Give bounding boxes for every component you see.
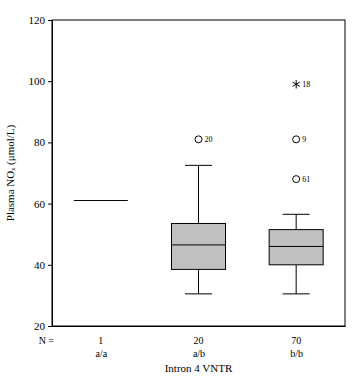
y-tick: 40 <box>34 259 52 271</box>
box-group <box>172 136 226 294</box>
y-tick-mark <box>48 81 52 82</box>
median <box>269 246 323 247</box>
x-axis: a/a a/b b/b <box>53 326 346 359</box>
whisker <box>296 265 297 294</box>
extreme-point <box>292 80 299 88</box>
outlier-label: 9 <box>302 135 306 144</box>
y-tick: 100 <box>29 75 53 87</box>
y-tick-mark <box>48 20 52 21</box>
x-tick: a/b <box>193 326 205 359</box>
whisker <box>198 165 199 223</box>
x-axis-title: Intron 4 VNTR <box>165 362 233 374</box>
x-axis-line <box>53 326 346 327</box>
y-tick: 60 <box>34 198 52 210</box>
y-axis-line <box>48 21 53 327</box>
outlier-point <box>293 176 300 183</box>
whisker-cap <box>185 293 212 294</box>
whisker <box>198 269 199 293</box>
x-tick: a/a <box>96 326 108 359</box>
outlier-label: 20 <box>205 135 213 144</box>
y-axis: 20 40 60 80 100 120 <box>29 14 53 332</box>
x-tick-label: b/b <box>290 348 303 359</box>
y-tick-label: 100 <box>29 75 46 87</box>
y-tick-mark <box>48 142 52 143</box>
n-count: 70 <box>291 335 301 346</box>
n-count: 1 <box>98 335 103 346</box>
whisker-cap <box>283 214 310 215</box>
x-tick-label: a/a <box>96 348 108 359</box>
y-tick-label: 60 <box>34 198 46 210</box>
median <box>172 244 226 245</box>
median <box>74 200 128 201</box>
outlier-label: 61 <box>302 175 310 184</box>
outlier-point <box>293 136 300 143</box>
outlier-label: 18 <box>302 80 310 89</box>
y-tick-label: 80 <box>34 136 46 148</box>
x-tick: b/b <box>290 326 303 359</box>
boxes <box>74 80 323 294</box>
whisker-cap <box>283 293 310 294</box>
n-label: N = <box>39 335 55 346</box>
n-count: 20 <box>194 335 204 346</box>
y-tick-mark <box>48 326 52 327</box>
whisker <box>296 214 297 229</box>
outlier-labels: 20 61 9 18 <box>205 80 311 184</box>
whisker-cap <box>185 165 212 166</box>
y-tick: 80 <box>34 136 52 148</box>
box <box>269 230 323 265</box>
y-tick-label: 20 <box>34 320 46 332</box>
box <box>172 223 226 269</box>
y-tick: 20 <box>34 320 52 332</box>
box-group <box>74 200 128 201</box>
y-tick-label: 40 <box>34 259 46 271</box>
x-tick-label: a/b <box>193 348 205 359</box>
box-group <box>269 80 323 294</box>
y-tick-mark <box>48 204 52 205</box>
y-tick-label: 120 <box>29 14 46 26</box>
y-axis-title: Plasma NOₓ (μmol/L) <box>4 124 17 221</box>
y-tick: 120 <box>29 14 53 26</box>
chart: 20406080100120a/aa/bb/bN =12070Intron 4 … <box>0 0 359 377</box>
plot-frame <box>52 20 345 326</box>
outlier-point <box>195 136 202 143</box>
y-tick-mark <box>48 265 52 266</box>
